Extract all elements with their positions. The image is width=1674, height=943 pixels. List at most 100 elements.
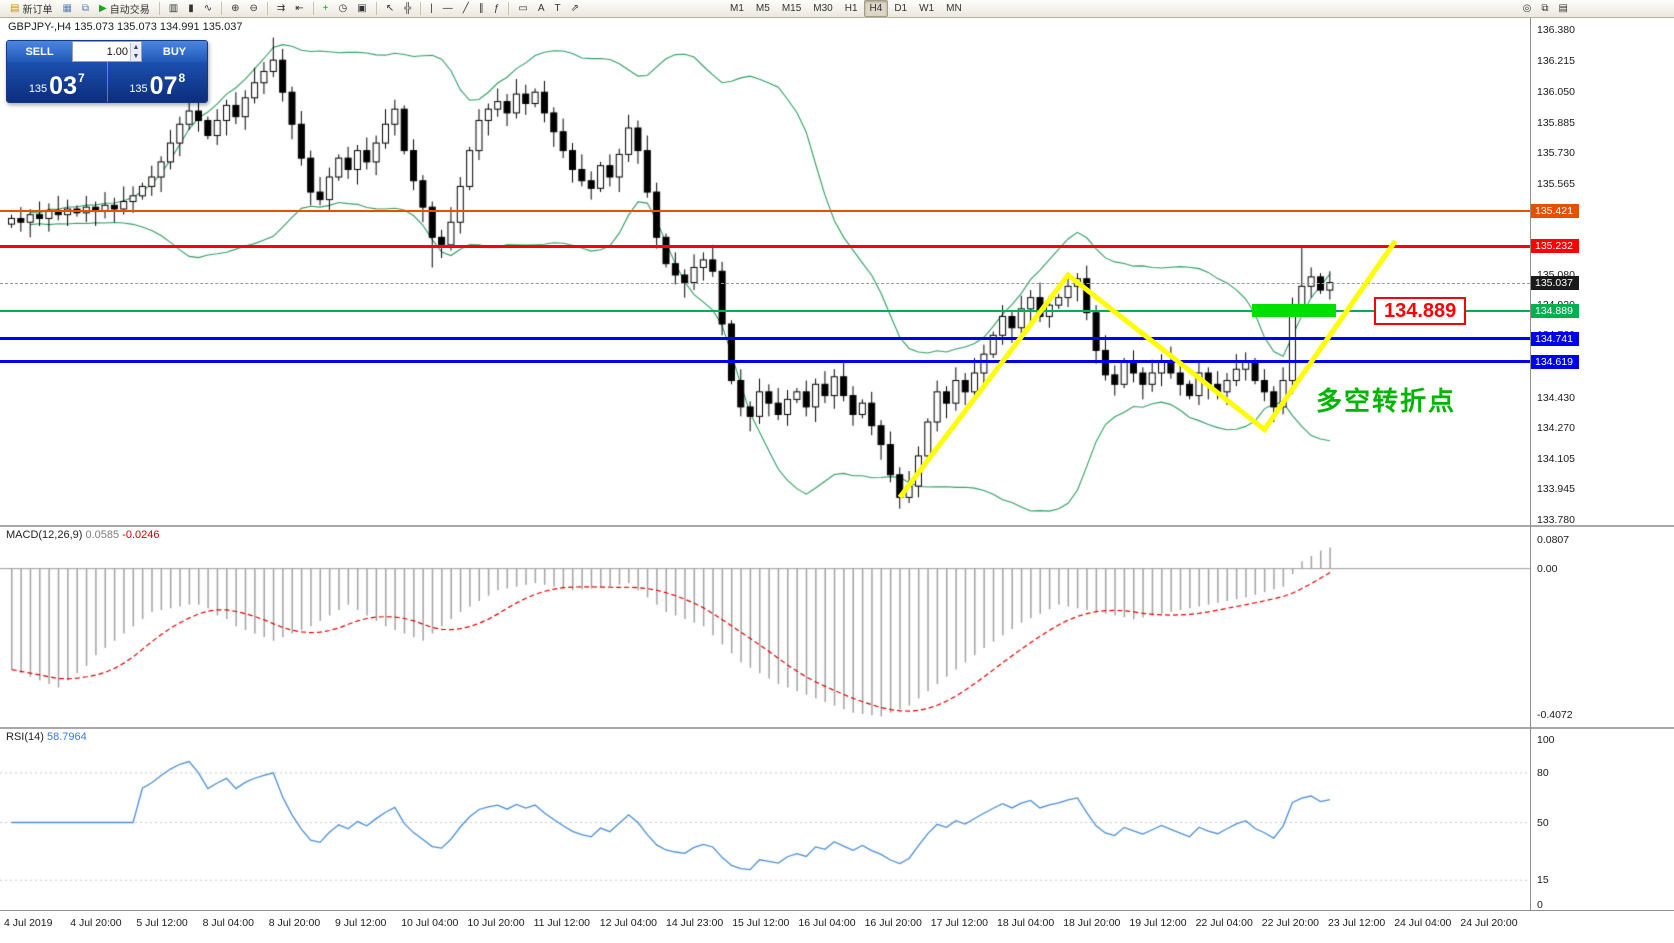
- highlight-zone[interactable]: [1251, 303, 1336, 317]
- macd-name: MACD(12,26,9): [6, 529, 83, 541]
- toolbar-trendline-tool-button[interactable]: ╱: [459, 0, 473, 17]
- rsi-axis-label: 100: [1537, 734, 1555, 746]
- hline-134.741[interactable]: [0, 337, 1530, 341]
- text-tool-icon: A: [537, 2, 545, 14]
- time-label: 16 Jul 04:00: [798, 917, 856, 929]
- label-tool-icon: T: [554, 2, 561, 14]
- buy-price-display[interactable]: 135 07 8: [108, 62, 208, 102]
- zoom-out-icon: ⊖: [249, 2, 258, 14]
- toolbar-auto-scroll-button[interactable]: ⇉: [273, 0, 289, 17]
- time-label: 22 Jul 04:00: [1195, 917, 1253, 929]
- toolbar-horizontal-line-tool-button[interactable]: ―: [439, 0, 457, 17]
- buy-button[interactable]: BUY: [142, 41, 207, 62]
- timeframe-mn-button[interactable]: MN: [946, 3, 962, 14]
- windows-menu-icon: ▤: [1558, 2, 1568, 14]
- macd-axis-label: 0.0807: [1537, 533, 1570, 546]
- toolbar-cursor-tool-button[interactable]: ↖: [382, 0, 398, 17]
- timeframe-w1-button[interactable]: W1: [919, 3, 935, 14]
- rsi-axis-label: 50: [1537, 816, 1549, 829]
- fibonacci-tool-icon: ƒ: [493, 2, 500, 14]
- toolbar-zoom-out-button[interactable]: ⊖: [246, 0, 262, 17]
- toolbar-indicators-add-button[interactable]: +: [319, 0, 333, 17]
- price-badge-135.421: 135.421: [1531, 203, 1579, 218]
- time-label: 24 Jul 20:00: [1460, 917, 1518, 929]
- cursor-tool-icon: ↖: [385, 2, 395, 14]
- timeframe-group: M1 M5 M15 M30 H1 H4 D1 W1 MN: [724, 0, 968, 17]
- time-axis[interactable]: 4 Jul 2019 4 Jul 20:00 5 Jul 12:00 8 Jul 04…: [0, 910, 1674, 943]
- time-label: 17 Jul 12:00: [930, 917, 989, 929]
- timeframe-h4-button[interactable]: H4: [863, 0, 889, 17]
- horizontal-line-tool-icon: ―: [442, 2, 453, 14]
- line-chart-mode-icon: ∿: [203, 2, 213, 14]
- toolbar-chart-shift-button[interactable]: ⇤: [291, 0, 307, 17]
- macd-axis-label: -0.4072: [1537, 709, 1573, 722]
- toolbar-search-button[interactable]: ◎: [1519, 0, 1536, 17]
- lot-increase-button[interactable]: ▲: [130, 42, 141, 52]
- sell-price-sup: 7: [77, 71, 85, 85]
- toolbar-right-group: ◎ ⧉ ▤: [1518, 0, 1573, 17]
- price-tick: 136.380: [1537, 24, 1575, 36]
- toolbar-new-chart-button[interactable]: ⧉: [1537, 0, 1552, 17]
- toolbar-templates-menu-button[interactable]: ▣: [353, 0, 370, 17]
- hline-134.619[interactable]: [0, 360, 1530, 364]
- toolbar-arrow-tool-button[interactable]: ⇗: [567, 0, 583, 17]
- hline-134.889[interactable]: [0, 309, 1530, 312]
- rsi-value: 58.7964: [46, 731, 87, 743]
- toolbar-channel-tool-button[interactable]: ∥: [475, 0, 488, 17]
- timeframe-h1-button[interactable]: H1: [844, 3, 858, 14]
- buy-price-sup: 8: [178, 71, 186, 85]
- toolbar-separator: [158, 2, 160, 15]
- toolbar-label-tool-button[interactable]: T: [551, 0, 565, 17]
- toolbar-text-tool-button[interactable]: A: [534, 0, 549, 17]
- pane-splitter-macd[interactable]: [0, 525, 1674, 527]
- timeframe-m5-button[interactable]: M5: [755, 3, 770, 14]
- hline-135.232[interactable]: [0, 244, 1530, 248]
- toolbar-candlestick-mode-button[interactable]: ▮: [184, 0, 198, 17]
- time-label: 23 Jul 12:00: [1328, 917, 1386, 929]
- turning-point-note[interactable]: 多空转折点: [1316, 386, 1457, 416]
- toolbar-fibonacci-tool-button[interactable]: ƒ: [490, 0, 504, 17]
- price-tick: 134.105: [1537, 452, 1575, 465]
- toolbar-windows-menu-button[interactable]: ▤: [1555, 0, 1572, 17]
- price-axis-border: [1530, 18, 1531, 910]
- toolbar-chart-windows-button[interactable]: ▦: [58, 0, 75, 17]
- new-order-icon: ▤: [10, 2, 20, 14]
- time-label: 10 Jul 04:00: [401, 917, 459, 929]
- toolbar-auto-trading-button[interactable]: ▶ 自动交易: [95, 0, 154, 17]
- toolbar-profiles-button[interactable]: ⧉: [78, 0, 93, 17]
- timeframe-m30-button[interactable]: M30: [813, 3, 833, 14]
- timeframe-d1-button[interactable]: D1: [894, 3, 908, 14]
- auto-scroll-icon: ⇉: [276, 2, 286, 14]
- trendline-tool-icon: ╱: [462, 2, 469, 14]
- macd-value: 0.0585: [85, 529, 120, 541]
- toolbar-separator: [420, 2, 422, 15]
- trend-zigzag-line[interactable]: [897, 239, 1398, 499]
- auto-trading-icon: ▶: [99, 2, 107, 14]
- timeframe-m15-button[interactable]: M15: [781, 3, 802, 14]
- channel-tool-icon: ∥: [478, 2, 484, 14]
- toolbar-line-chart-mode-button[interactable]: ∿: [200, 0, 216, 17]
- toolbar-shapes-tool-button[interactable]: ▭: [514, 0, 531, 17]
- pane-splitter-rsi[interactable]: [0, 727, 1674, 729]
- timeframe-m1-button[interactable]: M1: [730, 3, 744, 14]
- price-axis[interactable]: 136.380 136.215 136.050 135.885 135.730 135.5…: [1530, 18, 1674, 911]
- sell-button[interactable]: SELL: [7, 41, 72, 62]
- lot-size-field[interactable]: 1.00 ▲ ▼: [72, 41, 142, 62]
- toolbar-zoom-in-button[interactable]: ⊕: [227, 0, 243, 17]
- toolbar-periods-menu-button[interactable]: ◷: [335, 0, 352, 17]
- lot-decrease-button[interactable]: ▼: [130, 51, 141, 61]
- hline-135.421[interactable]: [0, 209, 1530, 212]
- toolbar-new-order-button[interactable]: ▤ 新订单: [6, 0, 56, 17]
- sell-price-display[interactable]: 135 03 7: [7, 62, 107, 102]
- price-callout-label[interactable]: 134.889: [1374, 297, 1467, 325]
- chart-windows-icon: ▦: [62, 2, 72, 14]
- toolbar-vertical-line-tool-button[interactable]: |: [426, 0, 437, 17]
- indicators-add-icon: +: [322, 2, 329, 14]
- toolbar-crosshair-tool-button[interactable]: ╬: [400, 0, 415, 17]
- vertical-line-tool-icon: |: [430, 2, 433, 14]
- price-tick: 135.565: [1537, 177, 1575, 190]
- rsi-axis-label: 0: [1537, 899, 1543, 911]
- toolbar-bar-chart-mode-button[interactable]: ▥: [165, 0, 182, 17]
